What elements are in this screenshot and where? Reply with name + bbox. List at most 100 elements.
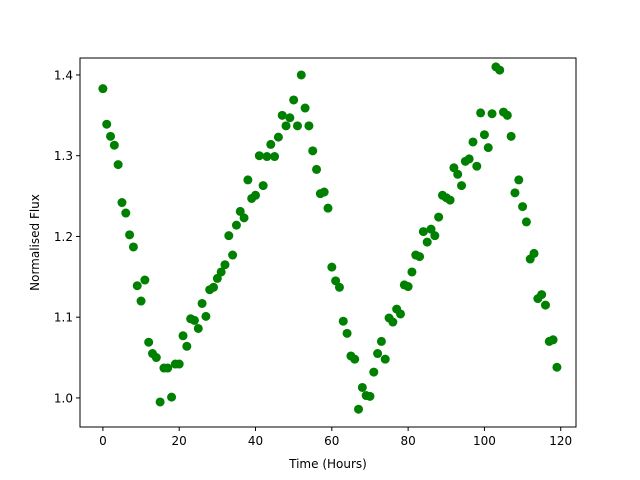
data-point [197,298,207,308]
data-point [376,336,386,346]
data-point [323,203,333,213]
data-point [468,137,478,147]
data-point [338,316,348,326]
data-point [254,151,264,161]
data-point [231,220,241,230]
data-point [270,152,280,162]
data-point [289,95,299,105]
data-point [334,282,344,292]
data-point [502,110,512,120]
data-point [479,130,489,140]
data-point [521,217,531,227]
data-point [132,281,142,291]
data-point [506,131,516,141]
data-point [430,231,440,241]
data-point [128,242,138,252]
data-point [239,213,249,223]
data-point [510,188,520,198]
y-axis-ticks: 1.0 1.1 1.2 1.3 1.4 [54,68,80,405]
x-tick-label: 0 [99,434,107,448]
x-tick-label: 100 [473,434,496,448]
data-point [300,103,310,113]
data-point [201,311,211,321]
data-point [380,354,390,364]
data-point [273,132,283,142]
data-point [342,328,352,338]
data-point [117,198,127,208]
data-point [308,146,318,156]
data-point [167,392,177,402]
data-point [109,140,119,150]
data-point [464,154,474,164]
x-tick-label: 60 [324,434,339,448]
data-point [445,195,455,205]
y-tick-label: 1.1 [54,311,73,325]
data-point [453,169,463,179]
data-point [243,175,253,185]
data-point [224,231,234,241]
data-point [251,190,261,200]
x-axis-ticks: 0 20 40 60 80 100 120 [99,427,572,448]
data-point [113,160,123,170]
data-point [163,363,173,373]
data-point [476,108,486,118]
data-point [350,354,360,364]
data-point [407,267,417,277]
data-point [548,335,558,345]
data-point [182,341,192,351]
data-point [422,237,432,247]
data-point [304,121,314,131]
data-point [262,152,272,162]
data-point [178,331,188,341]
data-points [98,62,562,414]
data-point [277,110,287,120]
data-point [518,202,528,212]
data-point [258,181,268,191]
data-point [140,275,150,285]
data-point [193,323,203,333]
data-point [540,300,550,310]
data-point [514,175,524,185]
data-point [537,290,547,300]
data-point [373,349,383,359]
data-point [388,317,398,327]
data-point [189,315,199,325]
data-point [327,262,337,272]
data-point [266,139,276,149]
data-point [403,282,413,292]
data-point [296,70,306,80]
data-point [319,187,329,197]
data-point [457,181,467,191]
data-point [415,252,425,262]
data-point [228,250,238,260]
data-point [292,121,302,131]
x-tick-label: 80 [400,434,415,448]
y-tick-label: 1.4 [54,68,73,82]
data-point [98,84,108,94]
data-point [102,119,112,129]
data-point [552,362,562,372]
data-point [395,309,405,319]
axes-frame [79,57,577,428]
data-point [136,296,146,306]
data-point [106,131,116,141]
data-point [144,337,154,347]
x-tick-label: 20 [172,434,187,448]
y-tick-label: 1.2 [54,230,73,244]
data-point [121,208,131,218]
y-axis-label: Normalised Flux [28,194,42,291]
data-point [125,230,135,240]
data-point [472,161,482,171]
data-point [434,212,444,222]
data-point [357,382,367,392]
data-point [418,227,428,237]
data-point [487,109,497,119]
y-tick-label: 1.3 [54,149,73,163]
data-point [312,164,322,174]
data-point [365,391,375,401]
data-point [151,353,161,363]
data-point [216,267,226,277]
x-axis-label: Time (Hours) [288,457,367,471]
